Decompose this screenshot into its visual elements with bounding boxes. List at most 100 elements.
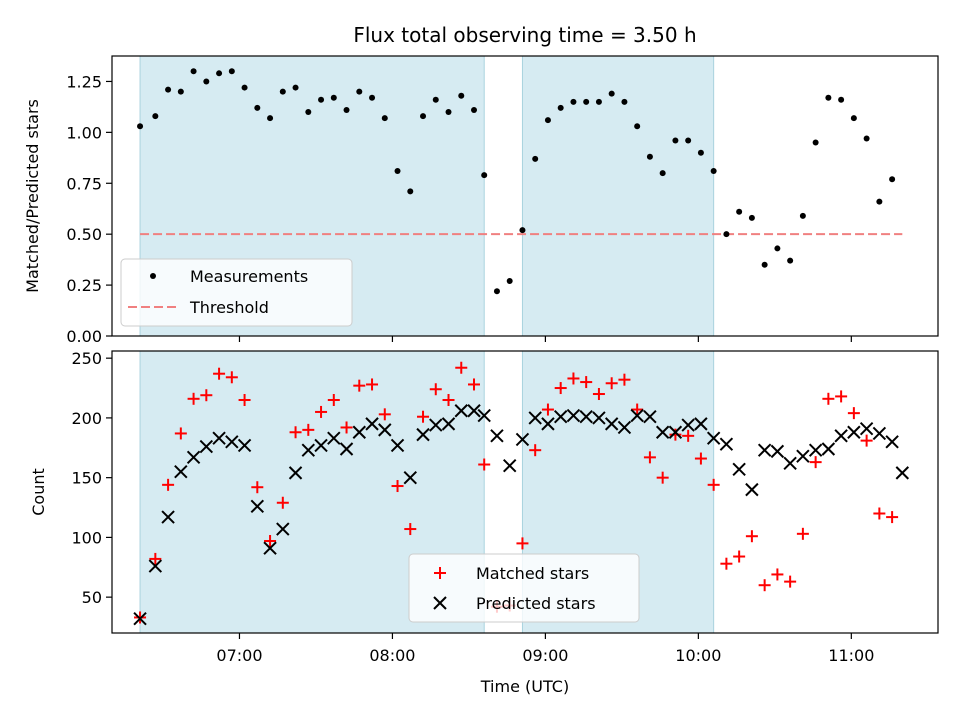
predicted-stars-point-57 bbox=[859, 421, 874, 436]
x-tick-label-3: 10:00 bbox=[675, 646, 721, 665]
x-tick-label-4: 11:00 bbox=[828, 646, 874, 665]
bottom-y-tick-label-2: 150 bbox=[71, 469, 102, 488]
matched-stars-point-13 bbox=[302, 423, 315, 436]
measurements-point-12 bbox=[292, 84, 299, 91]
matched-stars-point-47 bbox=[733, 550, 746, 563]
top-panel: 0.00 0.25 0.50 0.75 1.00 1.25 Matched/Predict… bbox=[23, 55, 939, 346]
predicted-stars-point-56 bbox=[847, 425, 861, 439]
bottom-y-tick-label-1: 100 bbox=[71, 528, 102, 547]
bottom-y-tick-label-0: 50 bbox=[82, 588, 102, 607]
measurements-point-32 bbox=[544, 117, 551, 124]
predicted-stars-point-19 bbox=[378, 423, 392, 437]
bottom-y-ticks: 50 100 150 200 250 bbox=[71, 349, 112, 607]
measurements-point-56 bbox=[850, 115, 857, 122]
matched-stars-point-54 bbox=[822, 392, 835, 405]
bottom-y-tick-label-4: 250 bbox=[71, 349, 102, 368]
bottom-y-axis-label: Count bbox=[29, 468, 48, 516]
predicted-stars-point-24 bbox=[441, 417, 456, 431]
matched-stars-point-34 bbox=[567, 372, 580, 385]
predicted-stars-point-44 bbox=[694, 417, 708, 431]
predicted-stars-point-16 bbox=[339, 442, 354, 456]
measurements-point-59 bbox=[889, 176, 896, 183]
measurements-point-8 bbox=[241, 84, 248, 91]
measurements-point-2 bbox=[165, 86, 172, 93]
predicted-stars-point-33 bbox=[553, 410, 568, 424]
measurements-point-42 bbox=[672, 137, 679, 144]
predicted-stars-point-35 bbox=[579, 410, 593, 424]
matched-stars-point-17 bbox=[353, 379, 366, 392]
measurements-point-55 bbox=[838, 96, 845, 103]
matched-stars-point-39 bbox=[631, 403, 644, 416]
matched-stars-point-58 bbox=[873, 507, 886, 520]
predicted-stars-point-26 bbox=[467, 404, 481, 418]
matched-stars-point-26 bbox=[468, 378, 481, 391]
predicted-stars-point-11 bbox=[276, 522, 290, 536]
legend-measurements-marker bbox=[150, 273, 156, 279]
measurements-point-1 bbox=[152, 113, 159, 120]
matched-stars-point-45 bbox=[707, 478, 720, 491]
predicted-stars-point-22 bbox=[416, 427, 430, 442]
matched-stars-point-20 bbox=[391, 480, 404, 493]
measurements-point-16 bbox=[343, 106, 350, 113]
x-axis-label: Time (UTC) bbox=[480, 677, 569, 696]
matched-stars-point-33 bbox=[554, 382, 567, 395]
measurements-point-20 bbox=[394, 168, 401, 175]
measurements-point-29 bbox=[506, 278, 513, 285]
matched-stars-point-2 bbox=[162, 478, 175, 491]
legend-measurements-label: Measurements bbox=[190, 267, 308, 286]
measurements-point-27 bbox=[481, 172, 488, 179]
matched-stars-point-51 bbox=[784, 575, 797, 588]
predicted-stars-point-38 bbox=[617, 420, 632, 435]
measurements-point-48 bbox=[748, 214, 755, 221]
measurements-point-10 bbox=[267, 115, 274, 122]
measurements-point-17 bbox=[356, 88, 363, 95]
predicted-stars-point-42 bbox=[668, 425, 683, 439]
bottom-panel: 50 100 150 200 250 07:00 08:00 09:00 10:00 11:00… bbox=[29, 349, 939, 696]
measurements-point-25 bbox=[458, 92, 465, 99]
matched-stars-point-24 bbox=[442, 393, 455, 406]
predicted-stars-point-37 bbox=[604, 417, 619, 431]
matched-stars-point-30 bbox=[516, 537, 529, 550]
predicted-stars-point-9 bbox=[250, 499, 265, 514]
predicted-stars-point-55 bbox=[834, 429, 848, 443]
measurements-point-7 bbox=[228, 68, 235, 75]
legend-predicted-label: Predicted stars bbox=[476, 594, 596, 613]
bottom-shaded-regions bbox=[139, 350, 715, 634]
matched-stars-point-38 bbox=[618, 373, 631, 386]
predicted-stars-point-31 bbox=[528, 411, 542, 425]
measurements-point-57 bbox=[863, 135, 870, 142]
measurements-point-14 bbox=[318, 96, 325, 103]
predicted-stars-point-25 bbox=[454, 404, 468, 418]
measurements-point-58 bbox=[876, 198, 883, 205]
matched-stars-point-10 bbox=[264, 534, 277, 547]
predicted-stars-point-36 bbox=[592, 411, 606, 425]
predicted-stars-point-21 bbox=[403, 470, 417, 485]
measurements-point-3 bbox=[177, 88, 184, 95]
measurements-point-6 bbox=[216, 70, 223, 77]
measurements-point-15 bbox=[330, 94, 337, 101]
measurements-point-31 bbox=[532, 155, 539, 162]
predicted-stars-point-60 bbox=[895, 466, 910, 480]
measurements-point-47 bbox=[736, 208, 743, 215]
predicted-stars-point-12 bbox=[288, 466, 303, 480]
matched-stars-point-31 bbox=[529, 444, 542, 457]
legend-threshold-label: Threshold bbox=[189, 298, 269, 317]
top-legend-box bbox=[120, 258, 353, 327]
measurements-point-50 bbox=[774, 245, 781, 252]
predicted-stars-point-6 bbox=[212, 431, 226, 445]
measurements-point-26 bbox=[471, 106, 478, 113]
matched-stars-point-42 bbox=[669, 428, 682, 441]
predicted-stars-point-20 bbox=[390, 438, 405, 453]
measurements-point-46 bbox=[723, 231, 730, 238]
matched-stars-point-40 bbox=[643, 451, 656, 464]
matched-stars-point-53 bbox=[809, 456, 822, 469]
matched-stars-point-50 bbox=[771, 568, 784, 581]
measurements-point-51 bbox=[787, 257, 794, 264]
matched-stars-point-16 bbox=[340, 421, 353, 434]
measurements-point-36 bbox=[595, 98, 602, 105]
predicted-stars-point-1 bbox=[148, 559, 163, 573]
matched-stars-point-19 bbox=[378, 408, 391, 421]
matched-stars-point-6 bbox=[213, 367, 226, 380]
matched-stars-point-11 bbox=[276, 496, 289, 509]
legend-matched-marker bbox=[434, 567, 446, 579]
